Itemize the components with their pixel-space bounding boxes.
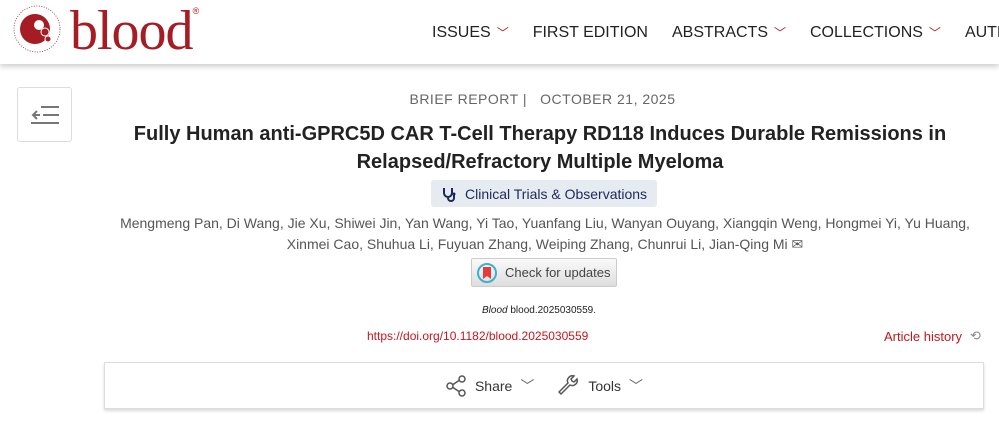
category-badge[interactable]: Clinical Trials & Observations [431, 180, 658, 207]
stethoscope-icon [443, 187, 456, 202]
blood-logo[interactable]: blood ® [12, 3, 199, 59]
chevron-down-icon: ﹀ [928, 26, 941, 40]
main-nav: ISSUES ﹀ FIRST EDITION ABSTRACTS ﹀ COLLECT… [432, 24, 999, 42]
crossmark-icon [477, 262, 497, 283]
article-history-button[interactable]: Article history ⟲ [884, 328, 981, 344]
article-title: Fully Human anti-GPRC5D CAR T-Cell Thera… [133, 123, 947, 173]
toggle-sidebar-button[interactable] [17, 87, 72, 142]
site-header: blood ® ISSUES ﹀ FIRST EDITION ABSTRACTS ﹀… [0, 0, 999, 64]
ash-seal-icon [13, 5, 61, 53]
tools-button[interactable]: Tools ﹀ [558, 374, 644, 397]
chevron-down-icon: ﹀ [496, 26, 509, 40]
email-icon[interactable]: ✉ [791, 236, 804, 252]
nav-authors[interactable]: AUTHO [964, 24, 999, 41]
nav-abstracts[interactable]: ABSTRACTS ﹀ [671, 24, 786, 41]
doi-link[interactable]: https://doi.org/10.1182/blood.2025030559 [367, 329, 589, 343]
chevron-down-icon: ﹀ [629, 377, 644, 394]
chevron-down-icon: ﹀ [520, 377, 535, 394]
history-icon: ⟲ [970, 328, 981, 343]
article-toolbar: Share ﹀ Tools ﹀ [104, 362, 984, 409]
citation: Blood blood.2025030559. [482, 305, 596, 316]
nav-first-edition[interactable]: FIRST EDITION [532, 24, 648, 41]
share-icon [446, 374, 466, 397]
article-meta: BRIEF REPORT | OCTOBER 21, 2025 [409, 91, 676, 107]
author-list: Mengmeng Pan, Di Wang, Jie Xu, Shiwei Ji… [120, 215, 970, 252]
wrench-icon [558, 374, 579, 395]
check-for-updates-button[interactable]: Check for updates [471, 258, 617, 287]
chevron-down-icon: ﹀ [773, 26, 786, 40]
nav-collections[interactable]: COLLECTIONS ﹀ [810, 24, 941, 41]
outline-menu-icon [30, 105, 59, 124]
nav-issues[interactable]: ISSUES ﹀ [432, 24, 509, 41]
share-button[interactable]: Share ﹀ [445, 374, 535, 397]
